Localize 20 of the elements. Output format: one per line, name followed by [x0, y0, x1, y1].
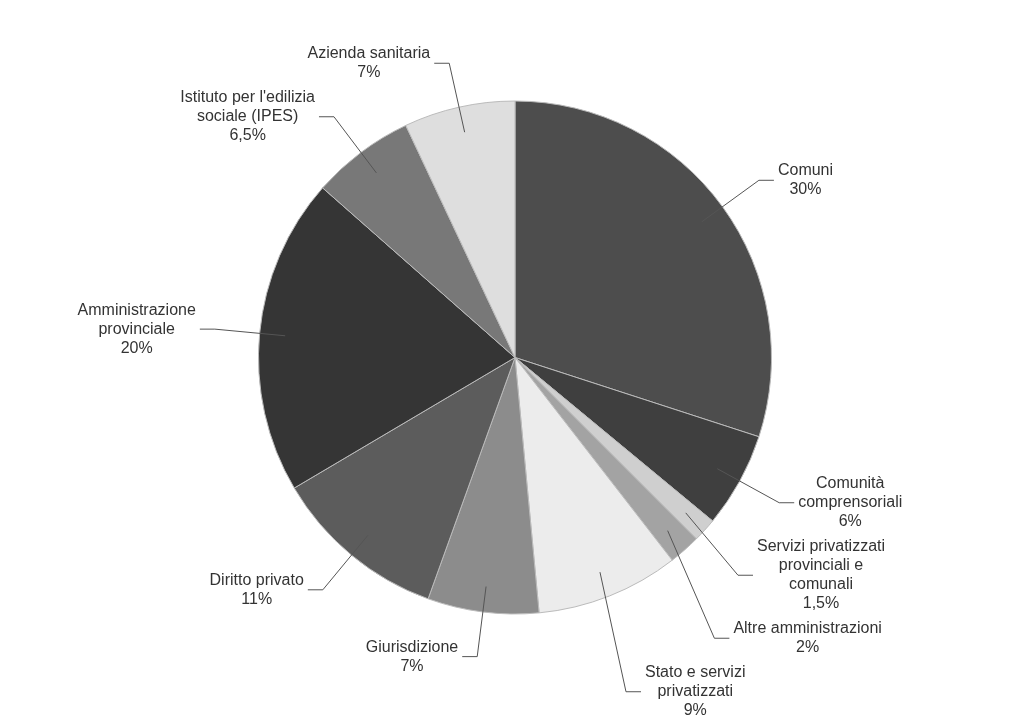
slice-label: Diritto privato [209, 570, 304, 588]
slice-label: Istituto per l'edilizia sociale (IPES) [180, 88, 316, 125]
slice-label: Stato e servizi privatizzati [644, 663, 746, 700]
slice-label: Giurisdizione [365, 637, 459, 655]
data-label: 7% [400, 656, 424, 674]
data-label: 7% [357, 63, 381, 81]
slice-label: Azienda sanitaria [307, 44, 431, 62]
data-label: 1,5% [802, 594, 840, 612]
data-label: 9% [683, 701, 707, 719]
data-label: 30% [789, 180, 822, 198]
data-label: 2% [796, 638, 820, 656]
slice-label: Servizi privatizzati provinciali e comunali [757, 537, 886, 593]
slice-label: Altre amministrazioni [733, 619, 882, 637]
data-label: 20% [120, 338, 153, 356]
data-label: 6% [838, 512, 862, 530]
data-label: 11% [241, 589, 273, 607]
slice-label: Comunità comprensoriali [798, 474, 903, 511]
data-label: 6,5% [229, 126, 266, 144]
slice-label: Amministrazione provinciale [77, 300, 196, 337]
slice-label: Comuni [777, 161, 834, 179]
